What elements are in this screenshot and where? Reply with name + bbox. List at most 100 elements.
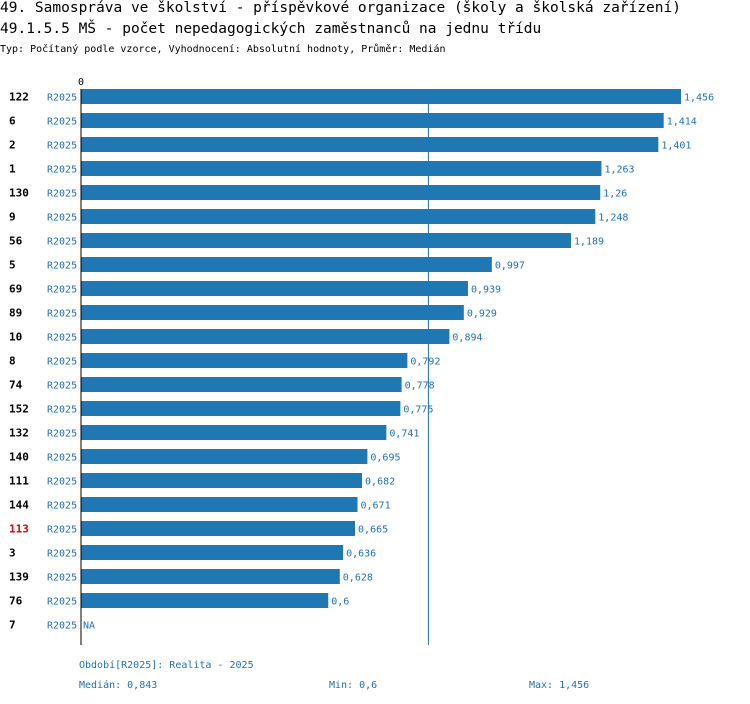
series-label: R2025: [47, 429, 77, 440]
value-label: 1,263: [604, 165, 634, 176]
axis-zero-label: 0: [78, 77, 84, 88]
category-label: 8: [9, 355, 16, 368]
series-label: R2025: [47, 405, 77, 416]
series-label: R2025: [47, 357, 77, 368]
bar: [81, 257, 492, 272]
chart-title: 49. Samospráva ve školství - příspěvkové…: [0, 0, 681, 16]
category-label: 130: [9, 187, 29, 200]
value-label: NA: [83, 621, 95, 632]
series-label: R2025: [47, 117, 77, 128]
chart-subtitle: 49.1.5.5 MŠ - počet nepedagogických zamě…: [0, 21, 542, 37]
category-label: 76: [9, 595, 23, 608]
series-label: R2025: [47, 501, 77, 512]
bar: [81, 473, 363, 488]
bar: [81, 377, 402, 392]
value-label: 0,665: [358, 525, 388, 536]
category-label: 69: [9, 283, 22, 296]
value-label: 0,682: [365, 477, 395, 488]
category-label: 144: [9, 499, 29, 512]
bar: [81, 353, 408, 368]
category-label: 139: [9, 571, 29, 584]
bar: [81, 521, 356, 536]
value-label: 0,775: [403, 405, 433, 416]
bar: [81, 137, 659, 152]
value-label: 0,636: [346, 549, 376, 560]
footer-period: Období[R2025]: Realita - 2025: [79, 660, 254, 671]
category-label: 9: [9, 211, 16, 224]
series-label: R2025: [47, 549, 77, 560]
category-label: 3: [9, 547, 16, 560]
series-label: R2025: [47, 285, 77, 296]
bar: [81, 593, 329, 608]
value-label: 0,929: [467, 309, 497, 320]
chart-type-line: Typ: Počítaný podle vzorce, Vyhodnocení:…: [0, 44, 446, 55]
value-label: 0,6: [331, 597, 349, 608]
value-label: 0,939: [471, 285, 501, 296]
series-label: R2025: [47, 261, 77, 272]
bar: [81, 305, 464, 320]
bar: [81, 497, 358, 512]
category-label: 6: [9, 115, 16, 128]
series-label: R2025: [47, 237, 77, 248]
series-label: R2025: [47, 141, 77, 152]
bar: [81, 329, 450, 344]
series-label: R2025: [47, 525, 77, 536]
category-label: 122: [9, 91, 29, 104]
value-label: 1,248: [598, 213, 628, 224]
series-label: R2025: [47, 189, 77, 200]
category-label: 132: [9, 427, 29, 440]
value-label: 1,189: [574, 237, 604, 248]
value-label: 1,414: [667, 117, 697, 128]
category-label: 56: [9, 235, 23, 248]
series-label: R2025: [47, 453, 77, 464]
value-label: 0,628: [343, 573, 373, 584]
footer-median: Medián: 0,843: [79, 680, 158, 691]
value-label: 0,695: [370, 453, 400, 464]
series-label: R2025: [47, 597, 77, 608]
bar: [81, 233, 571, 248]
category-label: 2: [9, 139, 16, 152]
bar: [81, 281, 468, 296]
footer-max: Max: 1,456: [529, 680, 590, 691]
category-label: 5: [9, 259, 16, 272]
footer-min: Min: 0,6: [329, 680, 378, 691]
category-label: 89: [9, 307, 22, 320]
bar: [81, 449, 368, 464]
bar: [81, 209, 596, 224]
series-label: R2025: [47, 213, 77, 224]
value-label: 0,792: [410, 357, 440, 368]
category-label: 1: [9, 163, 16, 176]
category-label: 7: [9, 619, 16, 632]
bar: [81, 401, 401, 416]
value-label: 0,741: [389, 429, 419, 440]
category-label: 111: [9, 475, 29, 488]
bar: [81, 545, 344, 560]
series-label: R2025: [47, 309, 77, 320]
series-label: R2025: [47, 93, 77, 104]
bar: [81, 89, 681, 104]
value-label: 0,894: [452, 333, 482, 344]
series-label: R2025: [47, 621, 77, 632]
category-label: 152: [9, 403, 29, 416]
series-label: R2025: [47, 381, 77, 392]
series-label: R2025: [47, 573, 77, 584]
series-label: R2025: [47, 477, 77, 488]
value-label: 0,778: [405, 381, 435, 392]
category-label: 74: [9, 379, 23, 392]
value-label: 1,401: [661, 141, 691, 152]
bar: [81, 425, 387, 440]
value-label: 0,997: [495, 261, 525, 272]
value-label: 0,671: [361, 501, 391, 512]
value-label: 1,26: [603, 189, 627, 200]
category-label: 10: [9, 331, 22, 344]
bar: [81, 113, 664, 128]
category-label: 140: [9, 451, 29, 464]
series-label: R2025: [47, 333, 77, 344]
bar: [81, 185, 601, 200]
series-label: R2025: [47, 165, 77, 176]
bar: [81, 161, 602, 176]
bar: [81, 569, 340, 584]
category-label: 113: [9, 523, 29, 536]
value-label: 1,456: [684, 93, 714, 104]
